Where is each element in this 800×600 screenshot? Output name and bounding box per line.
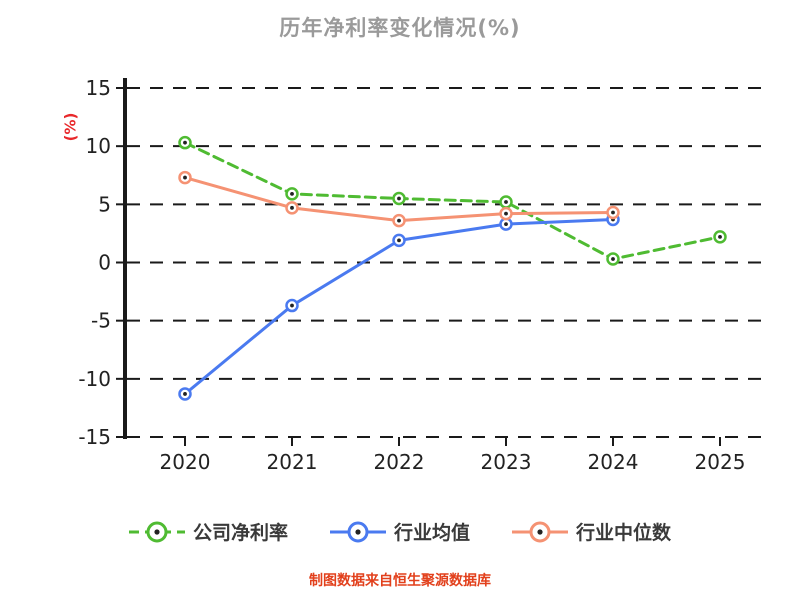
legend-label-industry-median: 行业中位数: [576, 522, 672, 544]
chart-title: 历年净利率变化情况(%): [279, 16, 521, 40]
x-tick-label: 2020: [160, 450, 211, 474]
plot: 15 10 5 0 -5 -10 -15 2020 2021 2022 2023 2024 2025: [78, 76, 770, 474]
legend-item-industry-median: 行业中位数: [512, 518, 671, 545]
data-point-center: [183, 175, 187, 180]
y-tick-label: 15: [86, 76, 111, 100]
y-tick-label: -5: [91, 309, 111, 333]
data-point-center: [183, 140, 187, 145]
series-line-0: [183, 141, 722, 261]
plot-area: 15 10 5 0 -5 -10 -15 2020 2021 2022 2023 2024 2025: [0, 55, 800, 495]
data-point-center: [504, 222, 508, 227]
legend-item-company-net-margin: 公司净利率: [128, 518, 288, 545]
legend-label-industry-mean: 行业均值: [393, 522, 470, 544]
data-point-center: [611, 210, 615, 215]
data-source-note: 制图数据来自恒生聚源数据库: [309, 573, 491, 589]
data-point-center: [504, 200, 508, 204]
data-point-center: [397, 196, 401, 201]
y-tick-label: -10: [78, 367, 111, 391]
x-tick-label: 2022: [374, 450, 425, 474]
legend-marker-company: [128, 521, 185, 542]
x-tick-label: 2025: [695, 450, 746, 474]
y-tick-label: 5: [98, 192, 111, 216]
y-tick-label: -15: [78, 425, 111, 449]
x-tick-label: 2024: [588, 450, 639, 474]
x-tick-label: 2021: [267, 450, 318, 474]
data-point-center: [290, 191, 294, 196]
data-point-center: [290, 303, 294, 308]
data-point-center: [504, 211, 508, 216]
legend: 公司净利率 行业均值 行业中位数: [0, 518, 800, 545]
legend-item-industry-mean: 行业均值: [329, 518, 470, 545]
legend-label-company: 公司净利率: [192, 522, 288, 544]
data-point-center: [183, 392, 187, 396]
legend-marker-industry-median: [512, 521, 568, 542]
data-point-center: [290, 205, 294, 210]
data-point-center: [397, 238, 401, 243]
legend-marker-industry-mean: [329, 521, 386, 542]
data-point-center: [397, 218, 401, 223]
x-tick-label: 2023: [481, 450, 532, 474]
y-tick-label: 0: [98, 251, 111, 275]
data-point-center: [611, 257, 615, 261]
data-point-center: [718, 235, 722, 239]
y-tick-label: 10: [86, 134, 111, 158]
